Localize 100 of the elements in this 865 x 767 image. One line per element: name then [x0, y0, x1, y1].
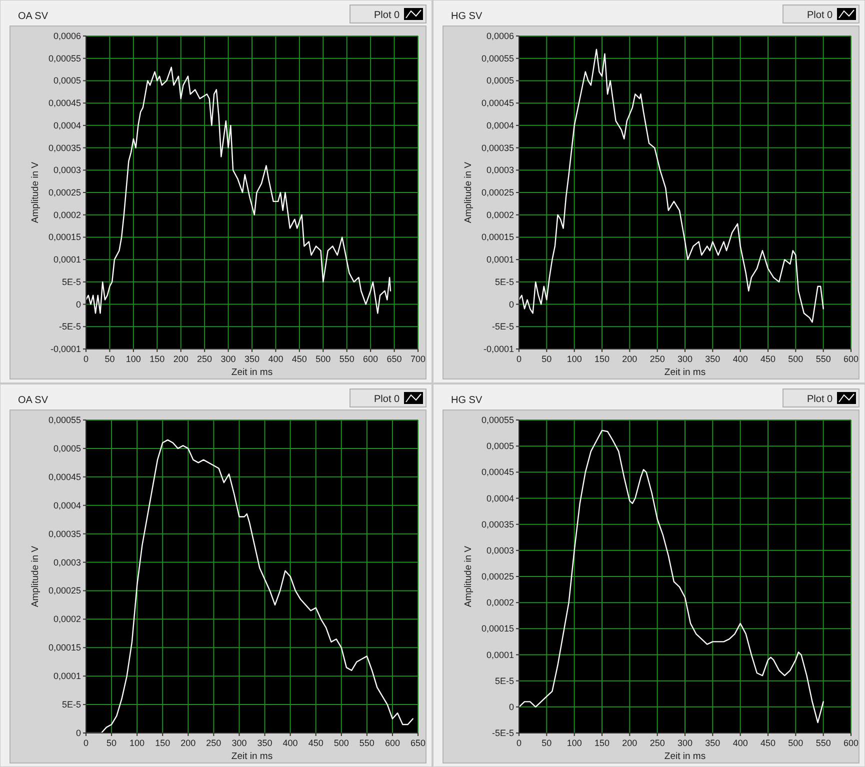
y-tick-label: 0,00025 — [48, 586, 81, 596]
y-tick-label: 0,0004 — [486, 493, 514, 504]
x-tick-label: 300 — [220, 354, 236, 364]
y-tick-label: -5E-5 — [492, 728, 514, 738]
x-tick-label: 50 — [542, 354, 552, 364]
x-tick-label: 50 — [106, 738, 117, 748]
y-tick-label: 0,0003 — [53, 165, 81, 176]
y-tick-label: 0,00015 — [48, 642, 81, 653]
y-axis-title: Amplitude in V — [463, 161, 474, 224]
y-tick-label: 0,0003 — [486, 165, 514, 176]
y-tick-label: 0,00035 — [481, 142, 514, 153]
y-tick-label: 0,00055 — [48, 415, 81, 425]
y-tick-label: 0,00055 — [48, 53, 81, 64]
y-tick-label: 0,0005 — [53, 443, 81, 454]
y-tick-label: -0,0001 — [50, 344, 81, 354]
y-tick-label: 0,00035 — [481, 519, 514, 530]
y-tick-label: 0,00035 — [48, 528, 81, 539]
x-tick-label: 150 — [155, 738, 170, 748]
y-tick-label: 0,0002 — [53, 210, 81, 220]
y-tick-label: 0,00025 — [481, 188, 514, 198]
y-tick-label: 0,0005 — [486, 76, 514, 86]
y-tick-label: 0,00055 — [481, 53, 514, 64]
x-tick-label: 250 — [197, 354, 212, 364]
x-tick-label: 450 — [308, 738, 324, 748]
x-tick-label: 50 — [104, 354, 115, 364]
x-tick-label: 250 — [206, 738, 222, 748]
y-tick-label: 0,0005 — [486, 441, 514, 452]
x-tick-label: 250 — [650, 354, 665, 364]
y-tick-label: -5E-5 — [492, 322, 514, 332]
x-tick-label: 650 — [410, 738, 426, 748]
x-tick-label: 200 — [622, 354, 638, 364]
x-tick-label: 400 — [732, 738, 748, 748]
legend-label: Plot 0 — [807, 10, 834, 21]
y-tick-label: 0,0001 — [486, 650, 514, 660]
x-tick-label: 500 — [316, 354, 331, 364]
x-tick-label: 300 — [677, 738, 693, 748]
x-axis-title: Zeit in ms — [231, 751, 273, 762]
line-series — [519, 430, 824, 724]
y-tick-label: 5E-5 — [494, 676, 514, 686]
y-tick-label: 0,0006 — [53, 31, 81, 41]
x-tick-label: 600 — [843, 354, 859, 364]
x-tick-label: 50 — [542, 738, 552, 748]
y-tick-label: 0,00025 — [481, 572, 514, 582]
chart-title: OA SV — [18, 11, 48, 22]
chart-title: HG SV — [451, 395, 482, 406]
y-tick-label: 5E-5 — [62, 276, 81, 287]
y-tick-label: 5E-5 — [494, 276, 514, 287]
x-tick-label: 200 — [173, 354, 188, 364]
x-tick-label: 600 — [843, 738, 859, 748]
y-tick-label: 0,00015 — [48, 232, 81, 242]
y-tick-label: 0,00045 — [48, 472, 81, 482]
x-axis-title: Zeit in ms — [231, 367, 273, 378]
x-tick-label: 100 — [566, 738, 582, 748]
y-tick-label: 0,0005 — [53, 76, 81, 86]
x-tick-label: 0 — [83, 354, 89, 364]
y-tick-label: 0,00035 — [48, 142, 81, 153]
y-tick-label: 0,0004 — [486, 120, 514, 130]
y-tick-label: 0,00045 — [481, 98, 514, 108]
x-tick-label: 400 — [268, 354, 284, 364]
x-tick-label: 350 — [257, 738, 272, 748]
x-tick-label: 550 — [359, 738, 374, 748]
x-tick-label: 350 — [244, 354, 260, 364]
y-tick-label: 0,0004 — [53, 120, 81, 130]
x-tick-label: 150 — [150, 354, 165, 364]
x-tick-label: 550 — [816, 354, 831, 364]
y-tick-label: 0,00025 — [48, 188, 81, 198]
x-tick-label: 200 — [622, 738, 638, 748]
x-tick-label: 450 — [760, 738, 776, 748]
y-tick-label: 0,0002 — [486, 598, 514, 608]
line-series — [519, 48, 824, 323]
y-tick-label: -5E-5 — [58, 322, 81, 332]
x-tick-label: 0 — [83, 738, 89, 748]
x-tick-label: 450 — [760, 354, 776, 364]
chart-title: OA SV — [18, 395, 48, 406]
x-tick-label: 150 — [594, 354, 610, 364]
y-tick-label: 0 — [76, 728, 81, 738]
x-tick-label: 500 — [334, 738, 349, 748]
y-tick-label: 0,0006 — [486, 31, 514, 41]
x-tick-label: 0 — [516, 738, 522, 748]
chart-title: HG SV — [451, 11, 482, 22]
x-tick-label: 550 — [339, 354, 354, 364]
x-tick-label: 400 — [282, 738, 298, 748]
y-tick-label: 0,0001 — [53, 254, 81, 265]
y-tick-label: 0 — [508, 299, 514, 310]
y-tick-label: 5E-5 — [62, 700, 81, 710]
x-tick-label: 150 — [594, 738, 610, 748]
y-tick-label: 0 — [508, 702, 514, 712]
x-tick-label: 250 — [650, 738, 665, 748]
y-tick-label: 0,00045 — [481, 467, 514, 478]
x-tick-label: 450 — [292, 354, 307, 364]
y-tick-label: -0,0001 — [483, 344, 514, 354]
x-tick-label: 200 — [180, 738, 196, 748]
y-tick-label: 0 — [76, 299, 81, 310]
y-tick-label: 0,0002 — [53, 614, 81, 624]
x-tick-label: 350 — [705, 354, 720, 364]
y-axis-title: Amplitude in V — [463, 545, 474, 608]
x-tick-label: 350 — [705, 738, 720, 748]
legend-label: Plot 0 — [374, 10, 400, 21]
x-tick-label: 100 — [130, 738, 145, 748]
x-tick-label: 600 — [384, 738, 400, 748]
